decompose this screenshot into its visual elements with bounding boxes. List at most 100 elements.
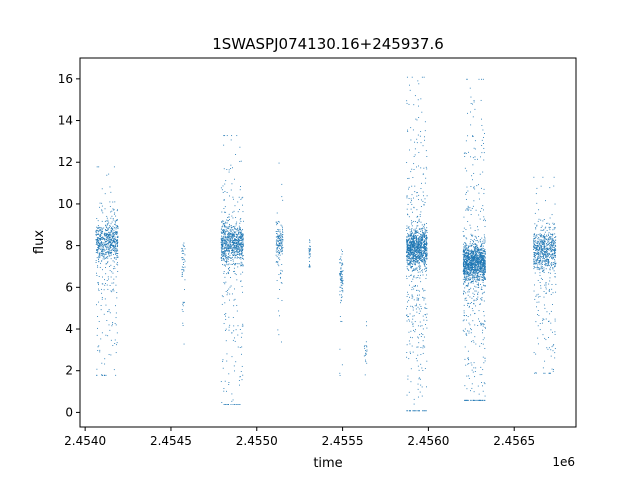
- data-point: [421, 244, 422, 246]
- data-point: [100, 248, 102, 250]
- data-point: [416, 209, 418, 211]
- data-point: [475, 271, 477, 273]
- data-point: [364, 374, 366, 376]
- data-point: [470, 124, 472, 126]
- data-point: [106, 239, 107, 241]
- data-point: [408, 239, 409, 240]
- data-point: [477, 229, 479, 231]
- data-point: [483, 209, 484, 211]
- data-point: [237, 241, 239, 243]
- data-point: [479, 271, 481, 273]
- data-point: [473, 277, 475, 279]
- data-point: [478, 270, 480, 271]
- data-point: [411, 168, 413, 170]
- data-point: [241, 254, 243, 256]
- data-point: [424, 251, 426, 253]
- data-point: [108, 247, 110, 249]
- data-point: [422, 233, 424, 235]
- data-point: [414, 241, 415, 243]
- data-point: [228, 253, 229, 255]
- data-point: [424, 253, 426, 255]
- data-point: [425, 250, 426, 251]
- data-point: [416, 256, 418, 258]
- data-point: [424, 243, 426, 245]
- data-point: [419, 247, 421, 249]
- data-point: [482, 292, 484, 294]
- data-point: [228, 245, 230, 247]
- data-point: [229, 293, 231, 295]
- data-point: [422, 315, 424, 317]
- data-point: [236, 234, 238, 236]
- data-point: [467, 266, 469, 268]
- data-point: [407, 253, 409, 255]
- data-point: [534, 248, 536, 249]
- data-point: [183, 302, 184, 304]
- data-point: [97, 248, 99, 250]
- data-point: [109, 266, 111, 267]
- data-point: [483, 261, 484, 262]
- data-point: [236, 244, 238, 246]
- data-point: [229, 236, 231, 238]
- data-point: [277, 237, 279, 239]
- data-point: [241, 244, 243, 245]
- data-point: [241, 332, 243, 334]
- data-point: [342, 291, 344, 293]
- data-point: [414, 285, 416, 286]
- data-point: [102, 237, 104, 239]
- data-point: [112, 233, 114, 235]
- data-point: [420, 254, 422, 256]
- data-point: [419, 391, 421, 393]
- data-point: [467, 399, 468, 401]
- data-point: [114, 267, 116, 269]
- data-point: [237, 244, 239, 246]
- data-point: [406, 197, 408, 199]
- data-point: [238, 243, 240, 245]
- data-point: [470, 399, 472, 401]
- data-point: [417, 277, 419, 278]
- data-point: [420, 281, 422, 283]
- data-point: [470, 256, 472, 258]
- data-point: [238, 239, 240, 241]
- data-point: [107, 311, 109, 313]
- data-point: [471, 252, 473, 254]
- data-point: [483, 315, 485, 317]
- data-point: [232, 255, 234, 256]
- data-point: [242, 233, 244, 235]
- data-point: [240, 234, 242, 236]
- data-point: [483, 265, 485, 267]
- data-point: [425, 150, 427, 152]
- data-point: [421, 236, 423, 238]
- data-point: [478, 265, 480, 266]
- data-point: [421, 238, 423, 239]
- data-point: [116, 225, 118, 227]
- data-point: [421, 367, 423, 369]
- data-point: [419, 228, 420, 230]
- data-point: [470, 278, 471, 280]
- data-point: [420, 230, 421, 232]
- data-point: [475, 269, 477, 271]
- data-point: [554, 239, 556, 241]
- data-point: [102, 253, 104, 255]
- data-point: [231, 226, 233, 228]
- data-point: [240, 198, 242, 200]
- data-point: [222, 229, 224, 231]
- data-point: [364, 347, 366, 349]
- data-point: [410, 233, 412, 235]
- data-point: [116, 262, 118, 264]
- data-point: [425, 267, 426, 269]
- data-point: [480, 255, 482, 257]
- data-point: [225, 243, 227, 245]
- data-point: [115, 305, 116, 307]
- data-point: [467, 267, 469, 269]
- data-point: [409, 89, 411, 91]
- data-point: [548, 237, 549, 239]
- data-point: [98, 234, 99, 236]
- data-point: [475, 264, 477, 266]
- data-point: [406, 255, 408, 257]
- data-point: [467, 266, 469, 268]
- data-point: [225, 226, 227, 228]
- data-point: [222, 232, 224, 234]
- data-point: [117, 235, 119, 237]
- data-point: [230, 285, 232, 287]
- data-point: [232, 233, 234, 235]
